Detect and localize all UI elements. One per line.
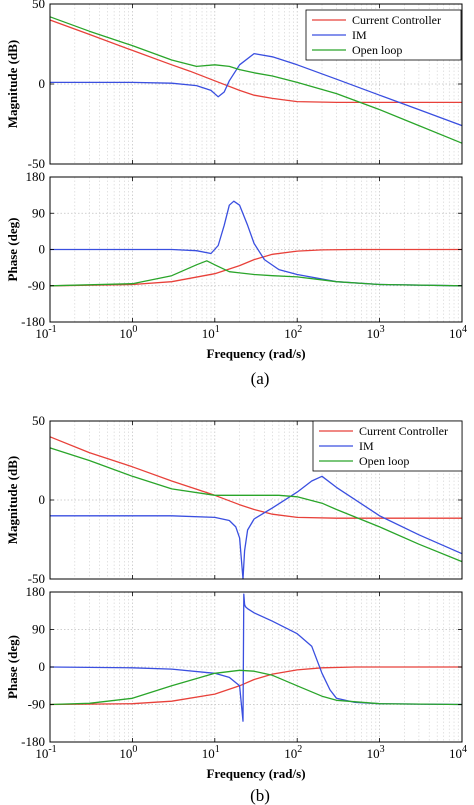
x-tick-label: 102 (284, 324, 302, 341)
figure-caption: (a) (251, 369, 270, 388)
phase-axis-label: Phase (deg) (5, 635, 20, 699)
phase-panel: 180 90 0 -90 -180 Phase (deg) (5, 169, 463, 329)
y-tick-label: -90 (28, 697, 45, 712)
y-tick-label: 50 (32, 0, 45, 11)
series-line (49, 19, 462, 104)
x-tick-label: 100 (119, 324, 137, 341)
series-line (49, 447, 463, 563)
legend-label: Open loop (352, 43, 402, 57)
series-line (49, 436, 462, 519)
x-tick-label: 10-1 (35, 324, 56, 341)
magnitude-panel: 50 0 -50 Magnitude (dB) Current ControllerIM… (5, 413, 463, 586)
x-tick-label: 100 (119, 744, 137, 761)
figure-b: 50 0 -50 Magnitude (dB) Current ControllerIM… (5, 413, 467, 805)
legend-label: Open loop (359, 454, 409, 468)
magnitude-axis-label: Magnitude (dB) (5, 456, 20, 544)
y-tick-label: 90 (32, 205, 45, 220)
y-tick-label: -180 (21, 314, 45, 329)
series-line (49, 593, 463, 722)
x-tick-label: 101 (202, 744, 220, 761)
y-tick-label: 90 (32, 622, 45, 637)
magnitude-axis-label: Magnitude (dB) (5, 40, 20, 128)
y-tick-label: -90 (28, 278, 45, 293)
frequency-axis-label: Frequency (rad/s) (206, 766, 305, 781)
phase-axis-label: Phase (deg) (5, 218, 20, 282)
y-tick-label: -50 (28, 571, 45, 586)
x-tick-label: 104 (449, 744, 467, 761)
y-tick-label: 0 (39, 659, 46, 674)
y-tick-label: 0 (39, 242, 46, 257)
x-tick-label: 10-1 (35, 744, 56, 761)
figure-a: 50 0 -50 Magnitude (dB) Current ControllerIM… (5, 0, 467, 388)
series-line (50, 200, 463, 287)
y-tick-label: 0 (39, 76, 46, 91)
y-tick-label: 50 (32, 413, 45, 428)
x-tick-label: 103 (367, 324, 385, 341)
y-tick-label: -50 (28, 156, 45, 171)
phase-panel: 180 90 0 -90 -180 Phase (deg) (5, 584, 463, 749)
y-tick-label: 180 (26, 584, 46, 599)
series-line (50, 52, 463, 127)
series-line (49, 248, 462, 287)
legend-label: IM (352, 28, 367, 42)
series-line (49, 669, 463, 706)
y-tick-label: 0 (39, 492, 46, 507)
figure-caption: (b) (250, 786, 270, 805)
x-tick-label: 103 (367, 744, 385, 761)
x-tick-label: 101 (202, 324, 220, 341)
legend-label: Current Controller (352, 13, 441, 27)
series-line (50, 475, 463, 580)
y-tick-label: -180 (21, 734, 45, 749)
legend-label: Current Controller (359, 424, 448, 438)
magnitude-panel: 50 0 -50 Magnitude (dB) Current ControllerIM… (5, 0, 463, 171)
x-tick-label: 102 (284, 744, 302, 761)
frequency-axis-label: Frequency (rad/s) (206, 346, 305, 361)
series-line (49, 666, 462, 706)
legend-label: IM (359, 439, 374, 453)
x-tick-label: 104 (449, 324, 467, 341)
series-line (49, 16, 463, 144)
y-tick-label: 180 (26, 169, 46, 184)
series-line (49, 260, 463, 287)
